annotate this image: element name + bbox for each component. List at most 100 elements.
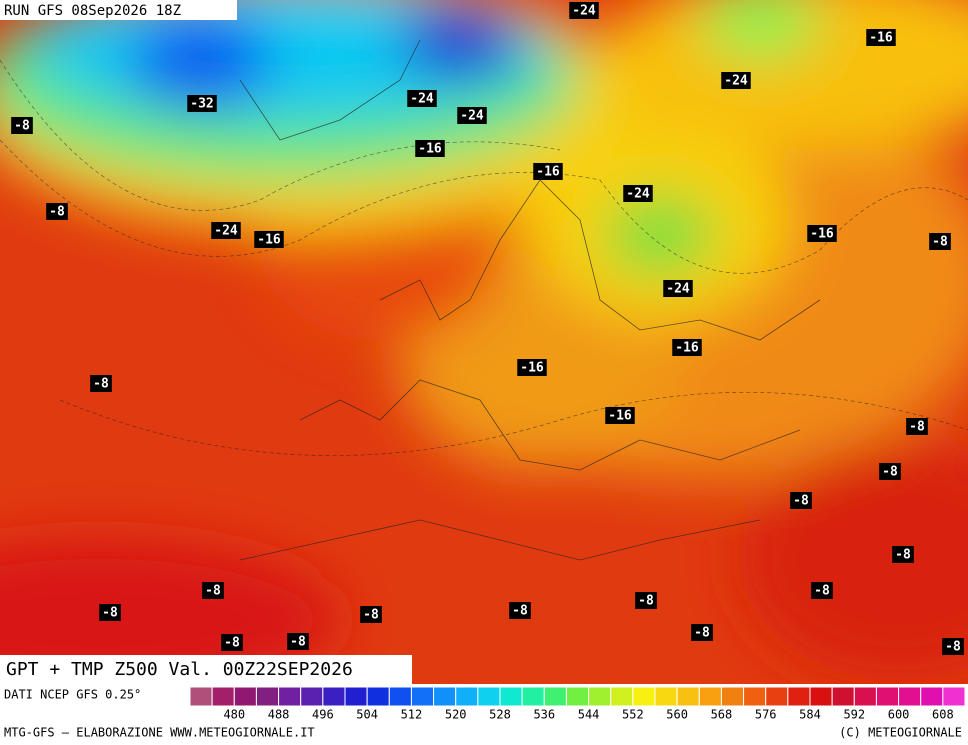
isotherm-labels: -24 -16 -24 -32 -24 -24 -8 -16 -16 -24 -8 -24 -16 -16… xyxy=(11,2,964,655)
label-box xyxy=(635,592,657,609)
colorbar-tick-label: 560 xyxy=(666,708,688,722)
color-swatch xyxy=(300,686,324,707)
isotherm-label: -24 xyxy=(410,92,434,107)
isotherm-label: -24 xyxy=(572,4,596,19)
isotherm-label: -16 xyxy=(536,165,560,180)
isotherm-label: -8 xyxy=(363,608,379,623)
color-swatch xyxy=(809,686,833,707)
label-box xyxy=(691,624,713,641)
label-box xyxy=(221,634,243,651)
color-swatch xyxy=(211,686,235,707)
isotherm-label: -16 xyxy=(418,142,442,157)
isotherm-label: -8 xyxy=(205,584,221,599)
label-box xyxy=(942,638,964,655)
isotherm-label: -8 xyxy=(638,594,654,609)
label-box xyxy=(569,2,599,19)
isotherm-label: -8 xyxy=(49,205,65,220)
colorbar-tick-label: 512 xyxy=(401,708,423,722)
colorbar-tick-label: 496 xyxy=(312,708,334,722)
label-box xyxy=(605,407,635,424)
colorbar: 480 488 496 504 512 520 528 536 544 552 560 568 576 5… xyxy=(189,686,966,722)
run-label: RUN GFS 08Sep2026 18Z xyxy=(4,3,181,19)
colorbar-tick-label: 584 xyxy=(799,708,821,722)
isotherm-label: -16 xyxy=(810,227,834,242)
label-box xyxy=(879,463,901,480)
color-swatch xyxy=(875,686,900,707)
color-swatch xyxy=(565,686,590,707)
isotherm-label: -16 xyxy=(608,409,632,424)
color-swatch xyxy=(521,686,545,707)
label-box xyxy=(202,582,224,599)
label-box xyxy=(415,140,445,157)
color-swatch xyxy=(610,686,634,707)
isotherm-label: -24 xyxy=(460,109,484,124)
isotherm-label: -8 xyxy=(512,604,528,619)
colorbar-tick-label: 536 xyxy=(533,708,555,722)
color-swatch xyxy=(588,686,612,707)
colorbar-tick-label: 488 xyxy=(268,708,290,722)
label-box xyxy=(360,606,382,623)
color-swatch xyxy=(720,686,745,707)
isotherm-label: -8 xyxy=(909,420,925,435)
color-swatch xyxy=(831,686,855,707)
isotherm-label: -16 xyxy=(520,361,544,376)
isotherm-label: -8 xyxy=(93,377,109,392)
color-swatch xyxy=(366,686,390,707)
color-swatch xyxy=(853,686,877,707)
color-swatch xyxy=(920,686,944,707)
color-swatch xyxy=(433,686,457,707)
credit-label: MTG-GFS — ELABORAZIONE WWW.METEOGIORNALE… xyxy=(4,726,315,740)
color-swatch xyxy=(477,686,501,707)
isotherm-label: -8 xyxy=(14,119,30,134)
colorbar-tick-label: 544 xyxy=(578,708,600,722)
label-box xyxy=(790,492,812,509)
label-box xyxy=(407,90,437,107)
colorbar-tick-label: 552 xyxy=(622,708,644,722)
copyright-label: (C) METEOGIORNALE xyxy=(839,726,962,740)
label-box xyxy=(892,546,914,563)
colorbar-tick-label: 528 xyxy=(489,708,511,722)
color-swatch xyxy=(765,686,789,707)
isotherm-label: -16 xyxy=(257,233,281,248)
label-box xyxy=(254,231,284,248)
isotherm-label: -8 xyxy=(224,636,240,651)
color-swatch xyxy=(255,686,280,707)
isotherm-label: -8 xyxy=(932,235,948,250)
color-swatch xyxy=(632,686,656,707)
color-swatch xyxy=(410,686,435,707)
colorbar-tick-label: 592 xyxy=(843,708,865,722)
isotherm-label: -8 xyxy=(945,640,961,655)
color-swatch xyxy=(698,686,722,707)
colorbar-tick-label: 504 xyxy=(356,708,378,722)
label-box xyxy=(811,582,833,599)
isotherm-label: -8 xyxy=(882,465,898,480)
color-swatch xyxy=(676,686,700,707)
isotherm-label: -32 xyxy=(190,97,213,112)
run-box xyxy=(0,0,237,20)
isotherm-label: -16 xyxy=(869,31,893,46)
label-box xyxy=(46,203,68,220)
label-box xyxy=(211,222,241,239)
label-box xyxy=(807,225,837,242)
color-swatch xyxy=(499,686,523,707)
isotherm-label: -8 xyxy=(102,606,118,621)
label-box xyxy=(99,604,121,621)
label-box xyxy=(721,72,751,89)
label-box xyxy=(509,602,531,619)
color-swatch xyxy=(189,686,213,707)
colorbar-tick-label: 600 xyxy=(888,708,910,722)
isotherm-label: -8 xyxy=(793,494,809,509)
color-swatch xyxy=(743,686,767,707)
colorbar-tick-label: 520 xyxy=(445,708,467,722)
label-box xyxy=(866,29,896,46)
color-swatch xyxy=(654,686,678,707)
isotherm-label: -8 xyxy=(895,548,911,563)
isotherm-label: -24 xyxy=(626,187,650,202)
color-swatch xyxy=(942,686,966,707)
color-swatch xyxy=(787,686,811,707)
isotherm-label: -8 xyxy=(694,626,710,641)
color-swatch xyxy=(233,686,257,707)
isotherm-label: -16 xyxy=(675,341,699,356)
color-swatch xyxy=(344,686,368,707)
